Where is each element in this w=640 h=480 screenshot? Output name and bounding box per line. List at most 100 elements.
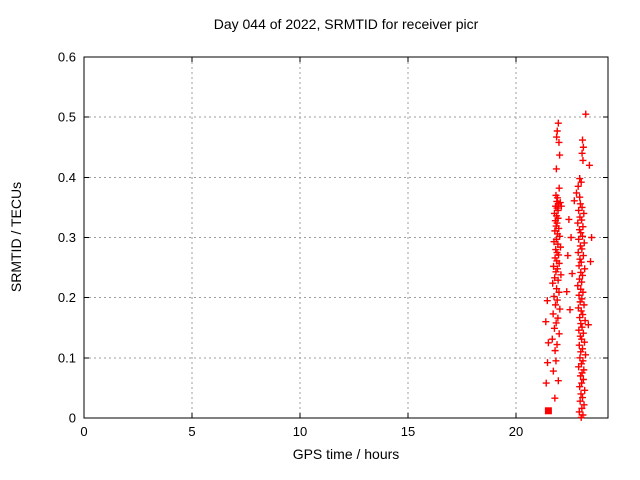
data-point (576, 383, 584, 391)
data-point (549, 367, 557, 375)
data-point (552, 319, 560, 327)
data-point (579, 271, 587, 279)
data-point (575, 326, 583, 334)
x-tick-label: 5 (188, 424, 195, 439)
data-point (578, 404, 586, 412)
data-point (554, 377, 562, 385)
data-point (570, 197, 578, 205)
y-tick-label: 0.4 (58, 170, 76, 185)
data-point (581, 386, 589, 394)
data-point (548, 335, 556, 343)
data-point (555, 330, 563, 338)
data-point (580, 239, 588, 247)
data-point (551, 394, 559, 402)
data-point (575, 341, 583, 349)
data-point (556, 151, 564, 159)
data-point (584, 321, 592, 329)
data-point (587, 258, 595, 266)
data-point (554, 119, 562, 127)
data-point (577, 320, 585, 328)
data-point (550, 324, 558, 332)
y-tick-label: 0.5 (58, 110, 76, 125)
data-point (576, 314, 584, 322)
data-point (581, 265, 589, 273)
data-point (579, 252, 587, 260)
data-point (579, 375, 587, 383)
data-point (577, 178, 585, 186)
data-point (552, 268, 560, 276)
data-point (575, 262, 583, 270)
data-point (581, 317, 589, 325)
data-point (550, 238, 558, 246)
data-point (555, 259, 563, 267)
data-point (566, 306, 574, 314)
y-tick-label: 0.2 (58, 290, 76, 305)
data-point (576, 200, 584, 208)
data-point (580, 209, 588, 217)
data-point (588, 234, 596, 241)
y-tick-label: 0.1 (58, 350, 76, 365)
data-point (544, 339, 552, 347)
data-point (543, 297, 551, 305)
data-point (549, 279, 557, 287)
tick-marks (83, 56, 608, 419)
data-point (574, 249, 582, 257)
data-point (567, 234, 575, 241)
data-point (580, 301, 588, 309)
chart-title: Day 044 of 2022, SRMTID for receiver pic… (213, 16, 479, 32)
y-tick-label: 0.3 (58, 230, 76, 245)
data-point (580, 338, 588, 346)
data-point (574, 282, 582, 290)
data-point (549, 310, 557, 318)
data-point (555, 224, 563, 232)
data-point (555, 288, 563, 296)
x-axis-title: GPS time / hours (292, 446, 400, 462)
x-tick-label: 20 (509, 424, 523, 439)
data-point (553, 341, 561, 349)
data-point (579, 288, 587, 296)
data-point (575, 408, 583, 416)
data-point (552, 165, 560, 173)
data-point (576, 298, 584, 306)
data-point (579, 394, 587, 402)
data-point (585, 161, 593, 169)
data-point (578, 379, 586, 387)
data-point (553, 127, 561, 135)
data-point (565, 215, 573, 223)
data-point (574, 182, 582, 190)
data-point (552, 301, 560, 309)
data-point (577, 229, 585, 237)
data-point (557, 271, 565, 279)
data-point (576, 193, 584, 201)
data-point (577, 348, 585, 356)
y-tick-label: 0 (69, 411, 76, 426)
data-point (578, 245, 586, 253)
data-point (572, 189, 580, 197)
data-point (580, 401, 588, 409)
data-point (579, 136, 587, 144)
data-point (556, 243, 564, 251)
data-point (579, 232, 587, 240)
data-point (576, 175, 584, 183)
data-point (578, 216, 586, 224)
data-point (577, 413, 585, 421)
data-point (542, 379, 550, 387)
data-point (568, 270, 576, 278)
data-point (554, 276, 562, 284)
data-point (576, 397, 584, 405)
data-point (553, 133, 561, 141)
data-point (578, 278, 586, 286)
data-point (554, 206, 562, 214)
data-point (553, 285, 561, 293)
data-point (574, 219, 582, 227)
data-point (551, 347, 559, 355)
data-point (564, 252, 572, 260)
data-point (577, 258, 585, 266)
data-point (579, 143, 587, 151)
x-tick-label: 10 (293, 424, 307, 439)
data-point (555, 184, 563, 192)
gridlines (84, 57, 608, 418)
data-point-square (544, 407, 552, 415)
